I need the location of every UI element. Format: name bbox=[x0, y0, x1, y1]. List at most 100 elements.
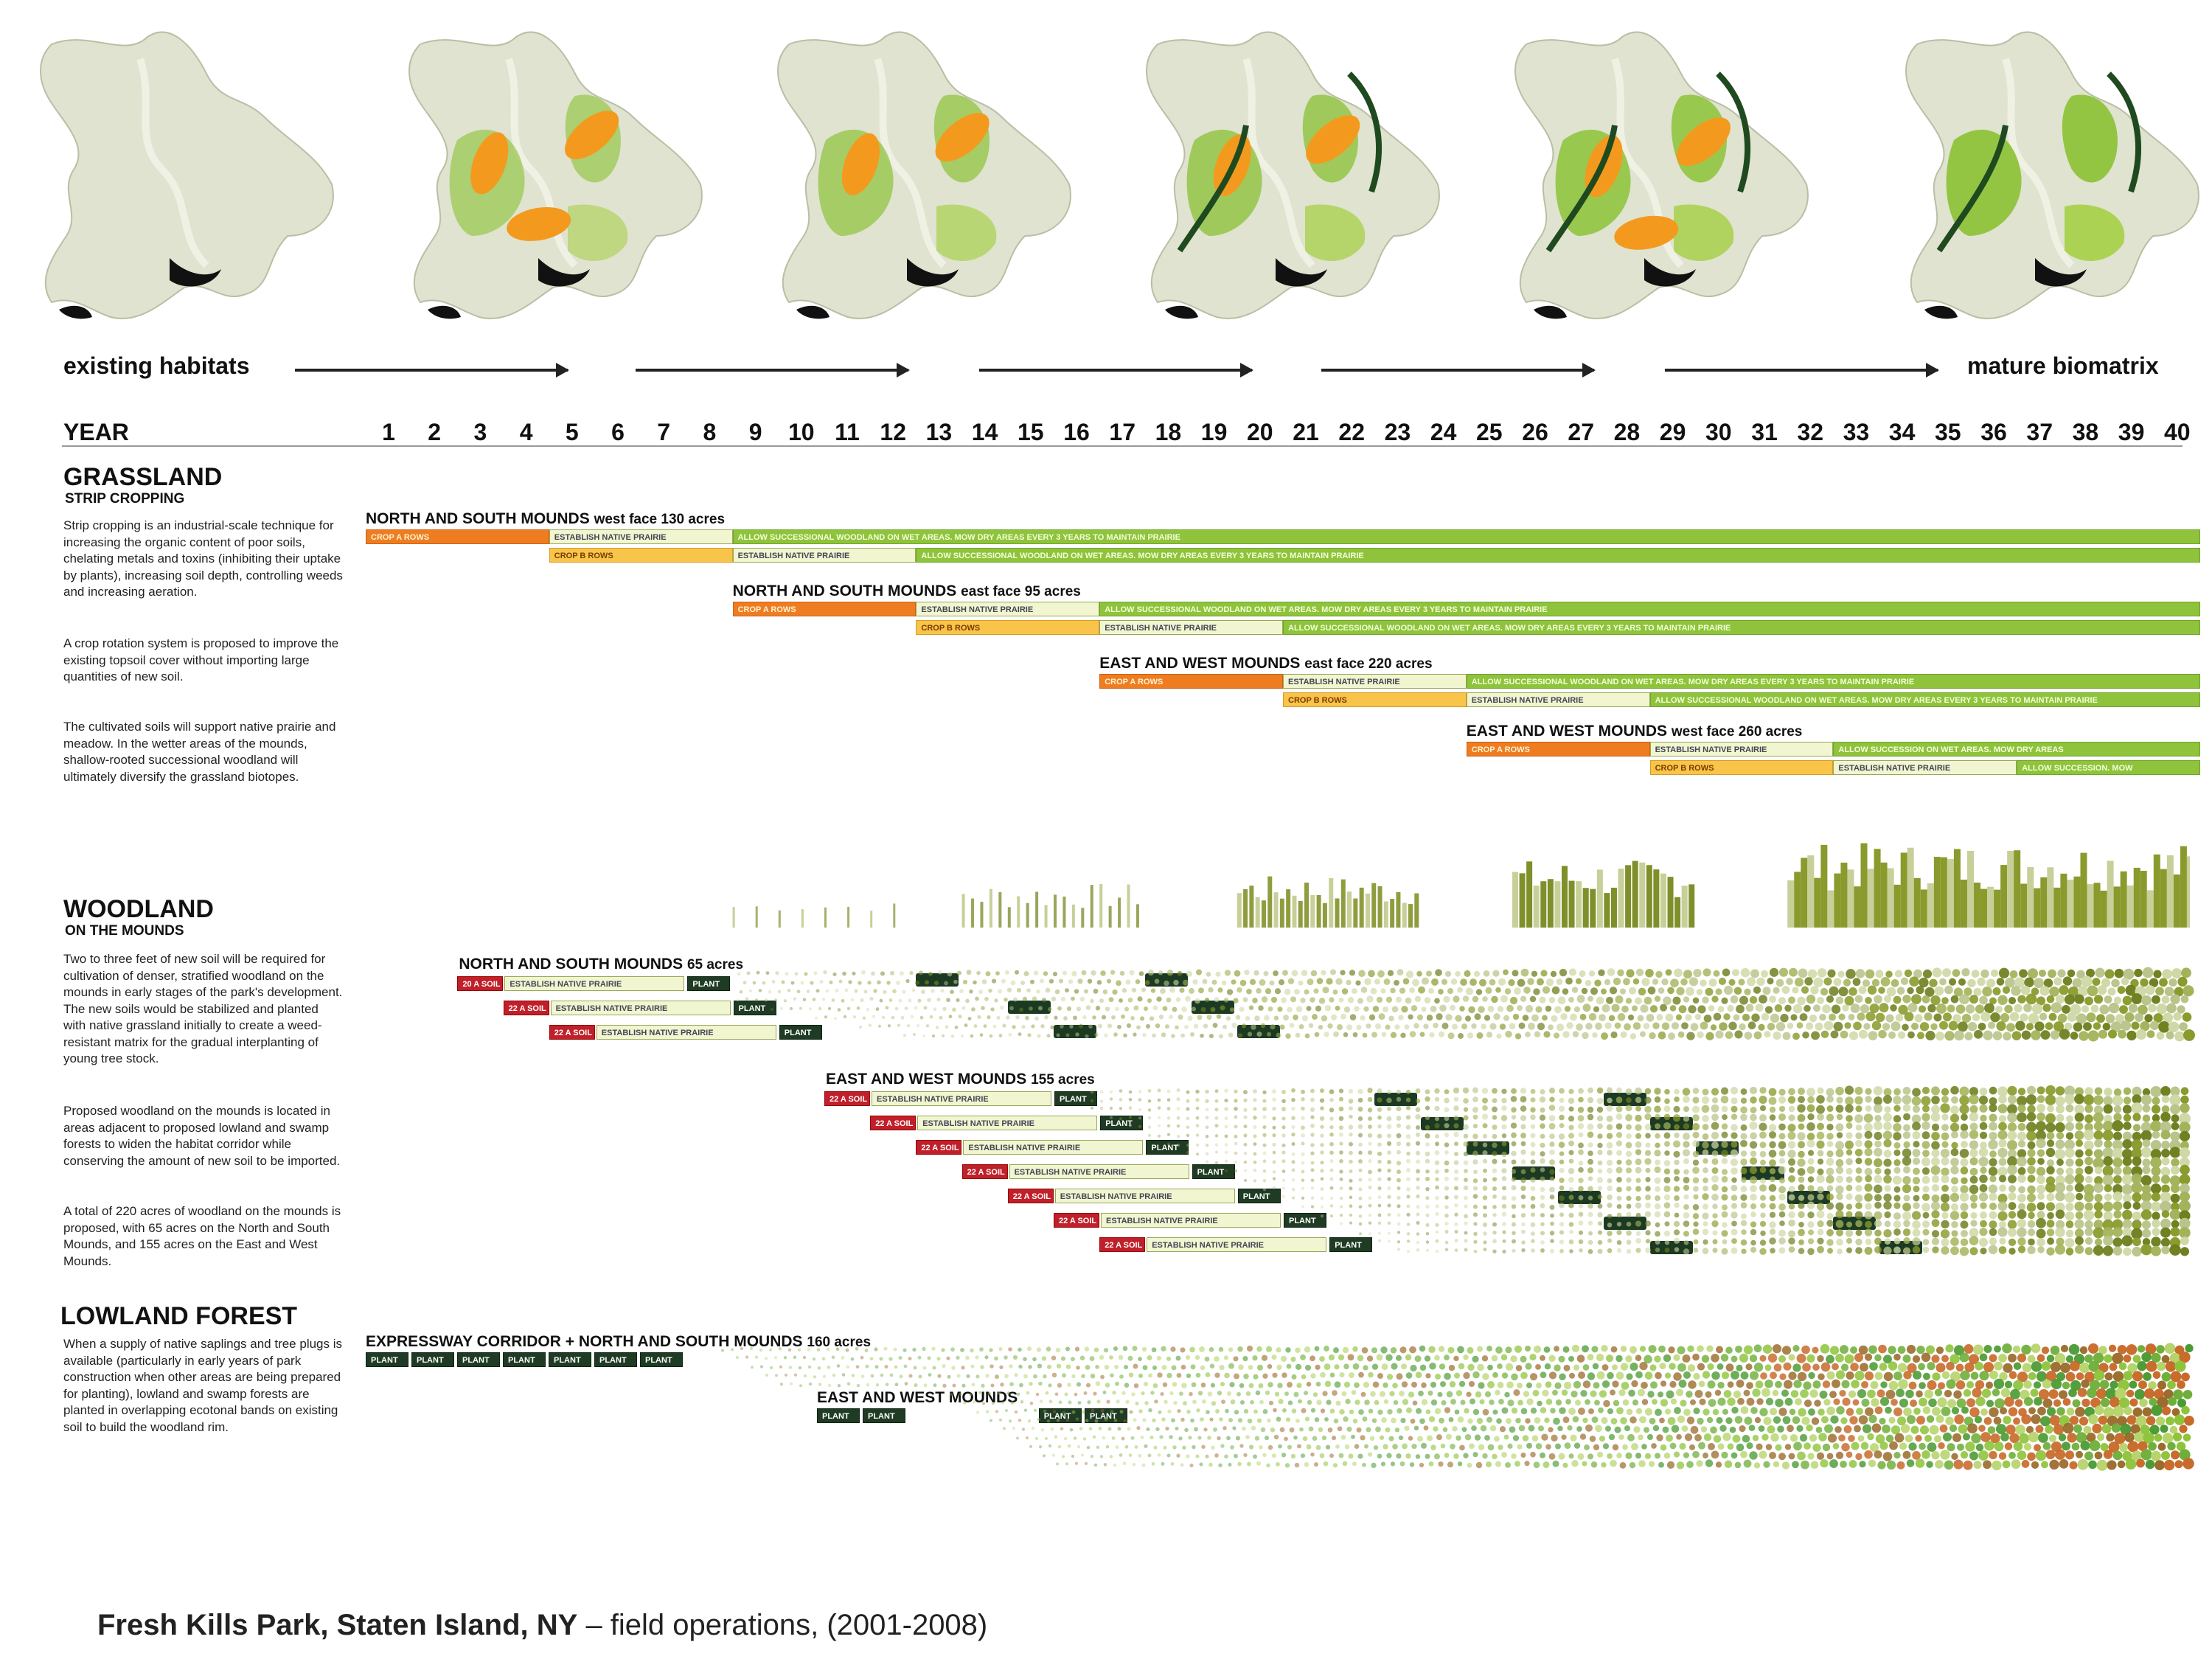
planting-dot bbox=[1884, 1238, 1891, 1245]
planting-dot bbox=[1659, 1417, 1665, 1424]
planting-dot bbox=[1270, 996, 1278, 1004]
planting-dot bbox=[2094, 1238, 2103, 1246]
planting-dot bbox=[1978, 1022, 1986, 1031]
planting-dot bbox=[1224, 1088, 1228, 1093]
planting-dot bbox=[1727, 1004, 1734, 1012]
planting-dot bbox=[2094, 1138, 2103, 1148]
planting-dot bbox=[1492, 1098, 1498, 1104]
planting-dot bbox=[972, 1400, 976, 1404]
planting-dot bbox=[1727, 1381, 1734, 1388]
planting-dot bbox=[2163, 1389, 2174, 1399]
planting-dot bbox=[1846, 1237, 1853, 1244]
planting-dot bbox=[1874, 1184, 1882, 1194]
planting-dot bbox=[1610, 1346, 1618, 1353]
planting-dot bbox=[1133, 1418, 1137, 1422]
planting-dot bbox=[1808, 1408, 1815, 1416]
planting-dot bbox=[1869, 1004, 1879, 1014]
planting-dot bbox=[1435, 969, 1442, 976]
planting-dot bbox=[1826, 1113, 1834, 1121]
planting-dot bbox=[1262, 1099, 1267, 1103]
planting-dot bbox=[2054, 1149, 2066, 1160]
planting-dot bbox=[1093, 1391, 1097, 1396]
planting-dot bbox=[1300, 998, 1306, 1004]
tree-height-bar bbox=[1255, 897, 1260, 928]
planting-dot bbox=[2055, 1175, 2065, 1186]
planting-dot bbox=[959, 1392, 963, 1396]
planting-dot bbox=[1286, 1363, 1292, 1369]
planting-dot bbox=[813, 1375, 817, 1379]
planting-dot bbox=[2026, 1130, 2037, 1141]
planting-dot bbox=[1565, 1399, 1571, 1405]
planting-dot bbox=[2126, 1389, 2135, 1398]
planting-dot bbox=[1683, 1239, 1689, 1245]
planting-dot bbox=[1778, 967, 1789, 977]
planting-dot bbox=[1911, 994, 1921, 1005]
planting-dot bbox=[1810, 986, 1819, 995]
planting-dot bbox=[1614, 1022, 1621, 1029]
planting-dot bbox=[1798, 1194, 1805, 1201]
planting-dot bbox=[1969, 995, 1979, 1004]
planting-dot bbox=[1838, 1013, 1846, 1020]
planting-dot bbox=[1787, 1158, 1796, 1166]
planting-dot bbox=[1740, 1106, 1747, 1114]
planting-dot bbox=[1886, 987, 1896, 997]
planting-dot bbox=[1511, 1107, 1517, 1113]
planting-dot bbox=[1391, 1006, 1399, 1013]
planting-dot bbox=[1855, 1229, 1863, 1237]
planting-dot bbox=[1304, 1346, 1311, 1353]
planting-dot bbox=[1827, 969, 1836, 978]
planting-dot bbox=[1534, 1417, 1541, 1424]
planting-dot bbox=[2123, 968, 2135, 980]
planting-dot bbox=[1310, 1097, 1315, 1102]
planting-dot bbox=[1880, 1381, 1888, 1388]
planting-dot bbox=[1683, 970, 1693, 979]
planting-dot bbox=[1531, 1248, 1535, 1253]
planting-dot bbox=[1357, 1097, 1363, 1103]
planting-dot bbox=[1320, 1169, 1324, 1173]
planting-dot bbox=[1672, 1114, 1681, 1122]
planting-dot bbox=[863, 990, 868, 994]
planting-dot bbox=[922, 1034, 926, 1037]
planting-dot bbox=[1272, 1097, 1276, 1102]
planting-dot bbox=[1846, 1176, 1853, 1183]
planting-dot bbox=[1734, 1416, 1743, 1424]
planting-dot bbox=[1269, 980, 1275, 986]
planting-dot bbox=[1792, 1004, 1803, 1014]
planting-dot bbox=[2142, 1407, 2152, 1417]
planting-dot bbox=[1358, 970, 1366, 978]
planting-dot bbox=[1166, 1124, 1171, 1128]
planting-dot bbox=[1893, 1186, 1901, 1193]
planting-dot bbox=[1830, 1030, 1839, 1039]
planting-dot bbox=[1674, 1195, 1680, 1201]
planting-dot bbox=[1220, 1444, 1225, 1448]
planting-dot bbox=[1307, 1399, 1312, 1405]
planting-dot bbox=[1683, 1184, 1690, 1192]
planting-dot bbox=[2045, 1371, 2057, 1382]
planting-dot bbox=[1826, 1095, 1834, 1103]
planting-dot bbox=[1090, 998, 1094, 1004]
planting-dot bbox=[1733, 987, 1742, 995]
planting-dot bbox=[1969, 1094, 1979, 1105]
planting-dot bbox=[2146, 1030, 2155, 1038]
planting-dot bbox=[1232, 1426, 1237, 1430]
planting-dot bbox=[2137, 1360, 2147, 1371]
planting-dot bbox=[2117, 1345, 2127, 1354]
planting-dot bbox=[1099, 1090, 1104, 1093]
planting-dot bbox=[2007, 1164, 2017, 1175]
planting-dot bbox=[1950, 1148, 1959, 1157]
planting-dot bbox=[2104, 1372, 2113, 1381]
planting-dot bbox=[740, 1347, 744, 1351]
planting-dot bbox=[1357, 1354, 1364, 1362]
planting-dot bbox=[1349, 1213, 1353, 1217]
planting-dot bbox=[1616, 1407, 1624, 1415]
planting-dot bbox=[1646, 1433, 1654, 1441]
planting-dot bbox=[1387, 1194, 1391, 1199]
planting-dot bbox=[1540, 1371, 1547, 1379]
planting-dot bbox=[1596, 1371, 1605, 1380]
planting-dot bbox=[1542, 1015, 1548, 1021]
planting-dot bbox=[947, 1374, 951, 1379]
planting-dot bbox=[1662, 1426, 1669, 1433]
planting-dot bbox=[1195, 1133, 1200, 1137]
planting-dot bbox=[1581, 987, 1588, 995]
planting-dot bbox=[1462, 995, 1470, 1002]
